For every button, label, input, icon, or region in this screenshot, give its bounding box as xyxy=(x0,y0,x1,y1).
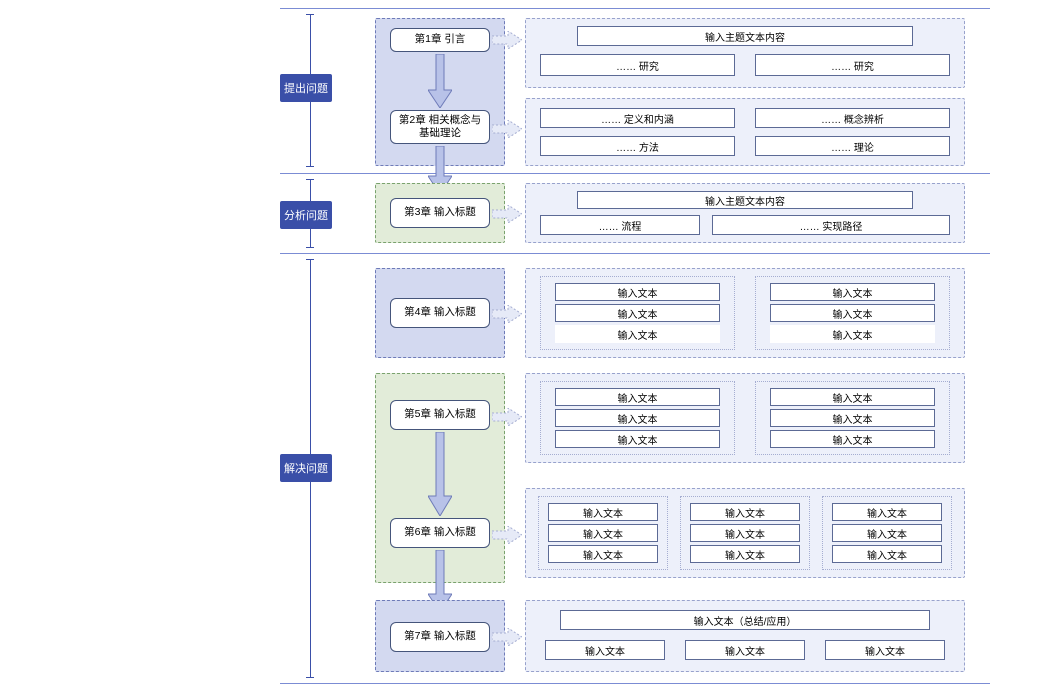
r6-g1-b: 输入文本 xyxy=(548,524,658,542)
r7-top: 输入文本（总结/应用） xyxy=(560,610,930,630)
r4-g2-a: 输入文本 xyxy=(770,283,935,301)
r6-g3-c: 输入文本 xyxy=(832,545,942,563)
arrow-r2 xyxy=(492,120,522,138)
range-cap-3b xyxy=(306,677,314,678)
arrow-c1-c2 xyxy=(428,54,452,108)
chapter-4: 第4章 输入标题 xyxy=(390,298,490,328)
chapter-1: 第1章 引言 xyxy=(390,28,490,52)
chapter-6: 第6章 输入标题 xyxy=(390,518,490,548)
arrow-r7 xyxy=(492,628,522,646)
r4-g2-b: 输入文本 xyxy=(770,304,935,322)
range-cap-2a xyxy=(306,179,314,180)
r6-g3-b: 输入文本 xyxy=(832,524,942,542)
r4-g2-c: 输入文本 xyxy=(770,325,935,343)
r6-g3-a: 输入文本 xyxy=(832,503,942,521)
arrow-r6 xyxy=(492,526,522,544)
r7-a: 输入文本 xyxy=(545,640,665,660)
r2-b: …… 概念辨析 xyxy=(755,108,950,128)
r2-c: …… 方法 xyxy=(540,136,735,156)
range-cap-2b xyxy=(306,247,314,248)
r3-b: …… 实现路径 xyxy=(712,215,950,235)
r5-g1-b: 输入文本 xyxy=(555,409,720,427)
r3-a: …… 流程 xyxy=(540,215,700,235)
stage-label-1: 提出问题 xyxy=(280,74,332,102)
arrow-r5 xyxy=(492,408,522,426)
r4-g1-b: 输入文本 xyxy=(555,304,720,322)
arrow-r1 xyxy=(492,31,522,49)
r6-g1-a: 输入文本 xyxy=(548,503,658,521)
r6-g1-c: 输入文本 xyxy=(548,545,658,563)
r6-g2-b: 输入文本 xyxy=(690,524,800,542)
r4-g1-c: 输入文本 xyxy=(555,325,720,343)
stage-label-3: 解决问题 xyxy=(280,454,332,482)
range-cap-1a xyxy=(306,14,314,15)
chapter-5: 第5章 输入标题 xyxy=(390,400,490,430)
r1-b: …… 研究 xyxy=(755,54,950,76)
chapter-3: 第3章 输入标题 xyxy=(390,198,490,228)
arrow-c5-c6 xyxy=(428,432,452,516)
r5-g2-c: 输入文本 xyxy=(770,430,935,448)
r5-g2-a: 输入文本 xyxy=(770,388,935,406)
chapter-7: 第7章 输入标题 xyxy=(390,622,490,652)
range-cap-3a xyxy=(306,259,314,260)
r1-top: 输入主题文本内容 xyxy=(577,26,913,46)
r5-g1-c: 输入文本 xyxy=(555,430,720,448)
divider-4 xyxy=(280,683,990,684)
divider-2 xyxy=(280,173,990,174)
r2-a: …… 定义和内涵 xyxy=(540,108,735,128)
range-cap-1b xyxy=(306,166,314,167)
r4-g1-a: 输入文本 xyxy=(555,283,720,301)
r5-g1-a: 输入文本 xyxy=(555,388,720,406)
divider-1 xyxy=(280,8,990,9)
r3-top: 输入主题文本内容 xyxy=(577,191,913,209)
r5-g2-b: 输入文本 xyxy=(770,409,935,427)
r7-c: 输入文本 xyxy=(825,640,945,660)
stage-label-2: 分析问题 xyxy=(280,201,332,229)
r6-g2-a: 输入文本 xyxy=(690,503,800,521)
r1-a: …… 研究 xyxy=(540,54,735,76)
r7-b: 输入文本 xyxy=(685,640,805,660)
r2-d: …… 理论 xyxy=(755,136,950,156)
arrow-r3 xyxy=(492,205,522,223)
arrow-r4 xyxy=(492,305,522,323)
chapter-2: 第2章 相关概念与基础理论 xyxy=(390,110,490,144)
divider-3 xyxy=(280,253,990,254)
r6-g2-c: 输入文本 xyxy=(690,545,800,563)
